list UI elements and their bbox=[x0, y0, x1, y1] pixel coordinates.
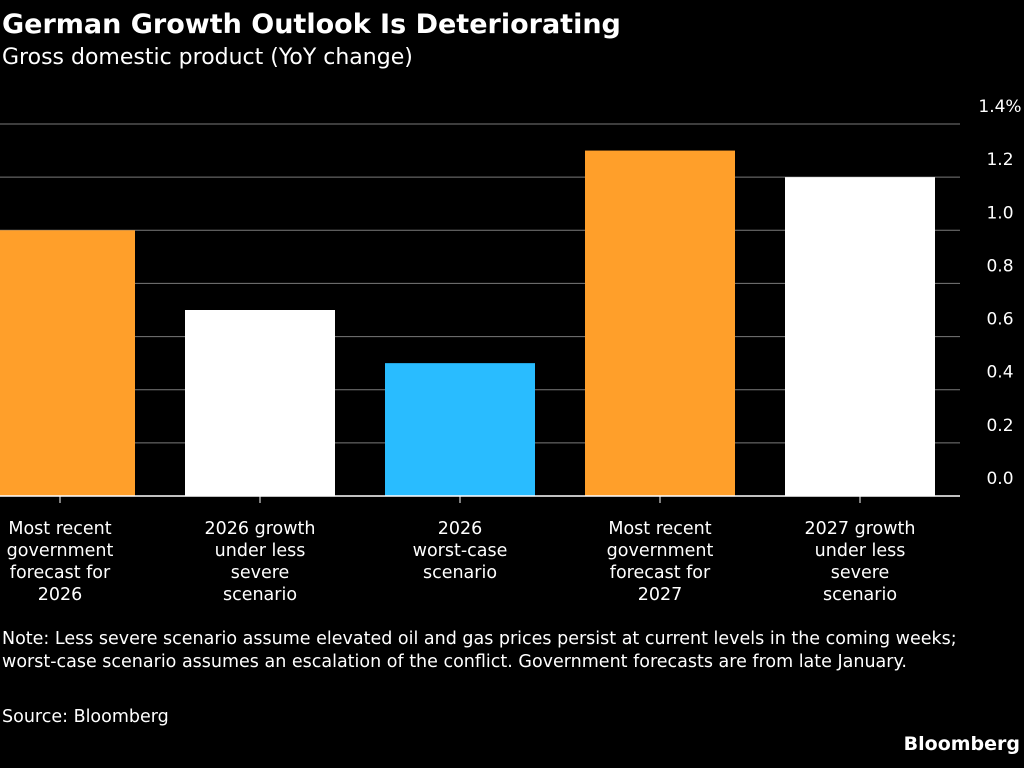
x-category-label-line: forecast for bbox=[10, 563, 111, 583]
bar bbox=[0, 230, 135, 497]
x-category-label: 2026 worst-case scenario bbox=[413, 519, 508, 583]
y-tick-label: 0.2 bbox=[986, 416, 1013, 436]
chart-subtitle: Gross domestic product (YoY change) bbox=[2, 45, 413, 70]
bar-chart: 0.00.20.40.60.81.01.21.4% Most recent gov… bbox=[0, 97, 1022, 605]
bar bbox=[785, 177, 935, 496]
x-category-label-line: scenario bbox=[823, 585, 897, 605]
y-tick-label: 1.0 bbox=[986, 203, 1013, 223]
x-category-label-line: government bbox=[7, 541, 114, 561]
x-category-label-line: scenario bbox=[223, 585, 297, 605]
x-category-label-line: under less bbox=[815, 541, 906, 561]
x-category-label: 2026 growth under less severe scenario bbox=[205, 519, 316, 605]
y-tick-label: 0.6 bbox=[986, 310, 1013, 330]
y-tick-labels: 0.0 0.2 0.4 0.6 0.8 1.0 1.2 1.4% bbox=[978, 97, 1021, 489]
x-category-label-line: scenario bbox=[423, 563, 497, 583]
bar bbox=[585, 150, 735, 497]
x-category-label-line: worst-case bbox=[413, 541, 508, 561]
x-category-label-line: severe bbox=[831, 563, 890, 583]
x-category-label-line: Most recent bbox=[608, 519, 711, 539]
y-tick-label: 1.4% bbox=[978, 97, 1021, 117]
annotations: 0.6%-0.7% bbox=[214, 310, 307, 337]
x-category-label-line: severe bbox=[231, 563, 290, 583]
x-category-label-line: forecast for bbox=[610, 563, 711, 583]
y-tick-label: 0.8 bbox=[986, 256, 1013, 276]
x-category-label: Most recent government forecast for 2027 bbox=[607, 519, 714, 605]
x-axis-baseline bbox=[0, 495, 960, 503]
x-category-label-line: 2026 growth bbox=[205, 519, 316, 539]
x-category-label-line: 2026 bbox=[438, 519, 483, 539]
x-category-label: 2027 growth under less severe scenario bbox=[805, 519, 916, 605]
x-category-label-line: under less bbox=[215, 541, 306, 561]
x-category-label-line: 2027 growth bbox=[805, 519, 916, 539]
chart-source: Source: Bloomberg bbox=[2, 707, 169, 727]
y-tick-label: 1.2 bbox=[986, 150, 1013, 170]
bar bbox=[185, 310, 335, 496]
chart-title: German Growth Outlook Is Deteriorating bbox=[2, 9, 621, 40]
x-category-label: Most recent government forecast for 2026 bbox=[7, 519, 114, 605]
bar bbox=[385, 363, 535, 496]
x-category-label-line: 2027 bbox=[638, 585, 683, 605]
range-annotation-label: 0.6%-0.7% bbox=[214, 314, 307, 334]
x-category-label-line: government bbox=[607, 541, 714, 561]
x-category-labels: Most recent government forecast for 2026202… bbox=[7, 519, 916, 605]
x-category-label-line: 2026 bbox=[38, 585, 83, 605]
x-category-label-line: Most recent bbox=[8, 519, 111, 539]
y-tick-label: 0.0 bbox=[986, 469, 1013, 489]
chart-note: Note: Less severe scenario assume elevat… bbox=[2, 629, 957, 672]
bars bbox=[0, 150, 935, 497]
bloomberg-logo: Bloomberg bbox=[903, 733, 1020, 755]
y-tick-label: 0.4 bbox=[986, 363, 1013, 383]
